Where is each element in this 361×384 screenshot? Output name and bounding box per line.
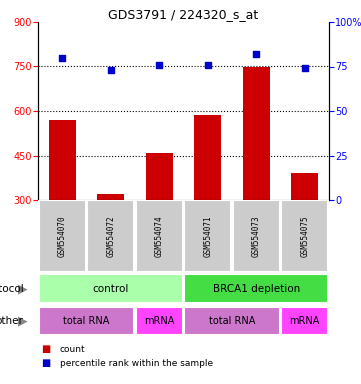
Bar <box>49 120 75 200</box>
Point <box>59 55 65 61</box>
Point <box>205 62 210 68</box>
Bar <box>233 200 279 272</box>
Text: mRNA: mRNA <box>290 316 320 326</box>
Text: GSM554073: GSM554073 <box>252 215 261 257</box>
Point <box>156 62 162 68</box>
Bar <box>39 306 134 335</box>
Text: GSM554074: GSM554074 <box>155 215 164 257</box>
Bar <box>39 200 86 272</box>
Bar <box>136 306 183 335</box>
Text: ■: ■ <box>42 344 51 354</box>
Text: control: control <box>92 283 129 293</box>
Bar <box>184 306 279 335</box>
Text: GSM554070: GSM554070 <box>58 215 67 257</box>
Text: GSM554072: GSM554072 <box>106 215 115 257</box>
Text: ▶: ▶ <box>18 282 27 295</box>
Text: ▶: ▶ <box>18 314 27 328</box>
Text: GSM554075: GSM554075 <box>300 215 309 257</box>
Bar <box>282 200 328 272</box>
Point <box>108 67 114 73</box>
Bar <box>87 200 134 272</box>
Text: mRNA: mRNA <box>144 316 174 326</box>
Text: total RNA: total RNA <box>63 316 110 326</box>
Bar <box>195 116 221 200</box>
Bar <box>39 274 183 303</box>
Text: count: count <box>60 344 85 354</box>
Text: BRCA1 depletion: BRCA1 depletion <box>213 283 300 293</box>
Bar <box>243 66 270 200</box>
Text: ■: ■ <box>42 358 51 368</box>
Text: total RNA: total RNA <box>209 316 255 326</box>
Text: protocol: protocol <box>0 283 23 293</box>
Bar <box>136 200 183 272</box>
Text: other: other <box>0 316 23 326</box>
Bar <box>146 152 173 200</box>
Text: GSM554071: GSM554071 <box>203 215 212 257</box>
Point <box>302 65 308 71</box>
Bar <box>291 173 318 200</box>
Point <box>253 51 259 57</box>
Title: GDS3791 / 224320_s_at: GDS3791 / 224320_s_at <box>108 8 258 21</box>
Text: percentile rank within the sample: percentile rank within the sample <box>60 359 213 367</box>
Bar <box>184 200 231 272</box>
Bar <box>97 194 124 200</box>
Bar <box>282 306 328 335</box>
Bar <box>184 274 328 303</box>
